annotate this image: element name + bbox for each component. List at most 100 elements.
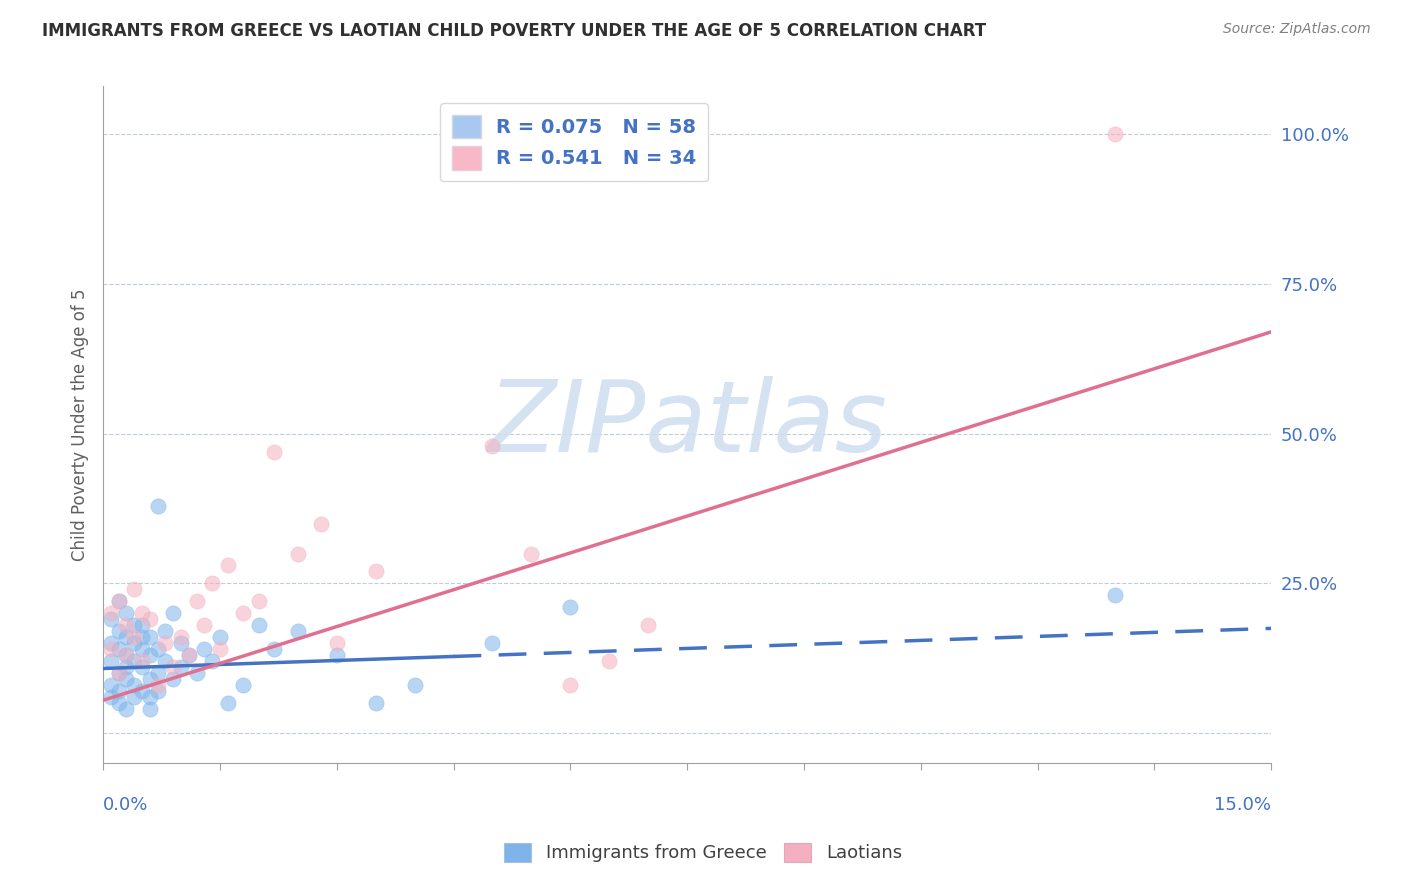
Point: [115, 607, 138, 621]
Point: [124, 690, 146, 705]
Point: [107, 666, 129, 681]
Point: [131, 642, 153, 657]
Legend: R = 0.075   N = 58, R = 0.541   N = 34: R = 0.075 N = 58, R = 0.541 N = 34: [440, 103, 709, 181]
Point: [139, 690, 162, 705]
Point: [107, 594, 129, 608]
Point: [107, 666, 129, 681]
Point: [637, 618, 659, 632]
Point: [139, 673, 162, 687]
Point: [186, 666, 208, 681]
Point: [170, 631, 193, 645]
Point: [124, 582, 146, 597]
Point: [170, 660, 193, 674]
Point: [107, 624, 129, 639]
Point: [115, 648, 138, 663]
Text: 15.0%: 15.0%: [1215, 796, 1271, 814]
Point: [325, 648, 347, 663]
Point: [139, 648, 162, 663]
Point: [193, 642, 215, 657]
Point: [263, 444, 285, 458]
Point: [139, 631, 162, 645]
Point: [146, 666, 169, 681]
Point: [124, 631, 146, 645]
Point: [217, 696, 239, 710]
Point: [115, 648, 138, 663]
Point: [247, 618, 270, 632]
Text: 0.0%: 0.0%: [103, 796, 149, 814]
Point: [287, 547, 309, 561]
Point: [115, 618, 138, 632]
Point: [115, 631, 138, 645]
Point: [100, 678, 122, 692]
Point: [139, 612, 162, 626]
Point: [146, 684, 169, 698]
Point: [107, 594, 129, 608]
Point: [124, 618, 146, 632]
Point: [404, 678, 426, 692]
Point: [247, 594, 270, 608]
Point: [155, 654, 177, 668]
Point: [155, 624, 177, 639]
Text: Source: ZipAtlas.com: Source: ZipAtlas.com: [1223, 22, 1371, 37]
Point: [170, 636, 193, 650]
Point: [263, 642, 285, 657]
Point: [177, 648, 200, 663]
Point: [155, 636, 177, 650]
Point: [100, 642, 122, 657]
Point: [1104, 589, 1126, 603]
Point: [100, 607, 122, 621]
Point: [131, 607, 153, 621]
Point: [162, 607, 184, 621]
Point: [201, 654, 224, 668]
Text: IMMIGRANTS FROM GREECE VS LAOTIAN CHILD POVERTY UNDER THE AGE OF 5 CORRELATION C: IMMIGRANTS FROM GREECE VS LAOTIAN CHILD …: [42, 22, 986, 40]
Point: [232, 607, 254, 621]
Legend: Immigrants from Greece, Laotians: Immigrants from Greece, Laotians: [496, 836, 910, 870]
Point: [124, 678, 146, 692]
Point: [598, 654, 620, 668]
Point: [560, 600, 582, 615]
Point: [131, 654, 153, 668]
Point: [115, 673, 138, 687]
Point: [100, 636, 122, 650]
Point: [162, 673, 184, 687]
Point: [100, 690, 122, 705]
Point: [560, 678, 582, 692]
Point: [107, 684, 129, 698]
Point: [100, 612, 122, 626]
Point: [139, 702, 162, 716]
Point: [186, 594, 208, 608]
Point: [325, 636, 347, 650]
Point: [107, 696, 129, 710]
Y-axis label: Child Poverty Under the Age of 5: Child Poverty Under the Age of 5: [72, 288, 89, 561]
Point: [124, 636, 146, 650]
Point: [201, 576, 224, 591]
Point: [162, 660, 184, 674]
Point: [131, 631, 153, 645]
Point: [1104, 128, 1126, 142]
Text: ZIPatlas: ZIPatlas: [486, 376, 887, 474]
Point: [287, 624, 309, 639]
Point: [107, 642, 129, 657]
Point: [146, 678, 169, 692]
Point: [208, 631, 231, 645]
Point: [309, 516, 332, 531]
Point: [115, 702, 138, 716]
Point: [177, 648, 200, 663]
Point: [481, 439, 503, 453]
Point: [146, 499, 169, 513]
Point: [100, 654, 122, 668]
Point: [131, 684, 153, 698]
Point: [131, 618, 153, 632]
Point: [193, 618, 215, 632]
Point: [124, 654, 146, 668]
Point: [146, 642, 169, 657]
Point: [364, 565, 387, 579]
Point: [217, 558, 239, 573]
Point: [208, 642, 231, 657]
Point: [481, 636, 503, 650]
Point: [115, 660, 138, 674]
Point: [131, 660, 153, 674]
Point: [232, 678, 254, 692]
Point: [364, 696, 387, 710]
Point: [520, 547, 543, 561]
